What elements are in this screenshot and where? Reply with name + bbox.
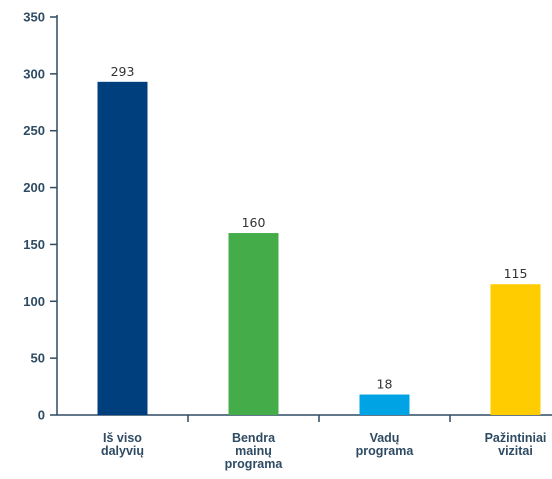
data-label: 293 xyxy=(111,64,135,79)
y-tick-label: 200 xyxy=(23,180,45,195)
bar xyxy=(359,394,410,415)
data-labels: 293 160 18 115 xyxy=(111,64,528,392)
y-axis: 0 50 100 150 200 250 300 350 xyxy=(23,10,58,423)
data-label: 18 xyxy=(377,377,393,392)
y-tick-label: 50 xyxy=(31,351,45,366)
y-tick-label: 300 xyxy=(23,66,45,81)
x-category-label: Pažintiniai vizitai xyxy=(485,431,547,458)
bar xyxy=(490,284,541,415)
y-tick-label: 250 xyxy=(23,123,45,138)
x-category-label: Bendra mainų programa xyxy=(225,431,284,471)
category-labels: Iš viso dalyvių Bendra mainų programa Vadų pro… xyxy=(101,431,546,471)
x-category-label: Iš viso dalyvių xyxy=(101,431,144,458)
bar xyxy=(97,81,148,416)
x-axis xyxy=(57,414,552,422)
data-label: 115 xyxy=(504,266,528,281)
y-tick-label: 150 xyxy=(23,237,45,252)
y-tick-label: 350 xyxy=(23,10,45,25)
y-tick-label: 100 xyxy=(23,294,45,309)
x-category-label: Vadų programa xyxy=(356,431,415,458)
y-tick-label: 0 xyxy=(38,408,45,423)
data-label: 160 xyxy=(242,215,266,230)
bars xyxy=(97,81,541,416)
bar xyxy=(228,233,279,415)
